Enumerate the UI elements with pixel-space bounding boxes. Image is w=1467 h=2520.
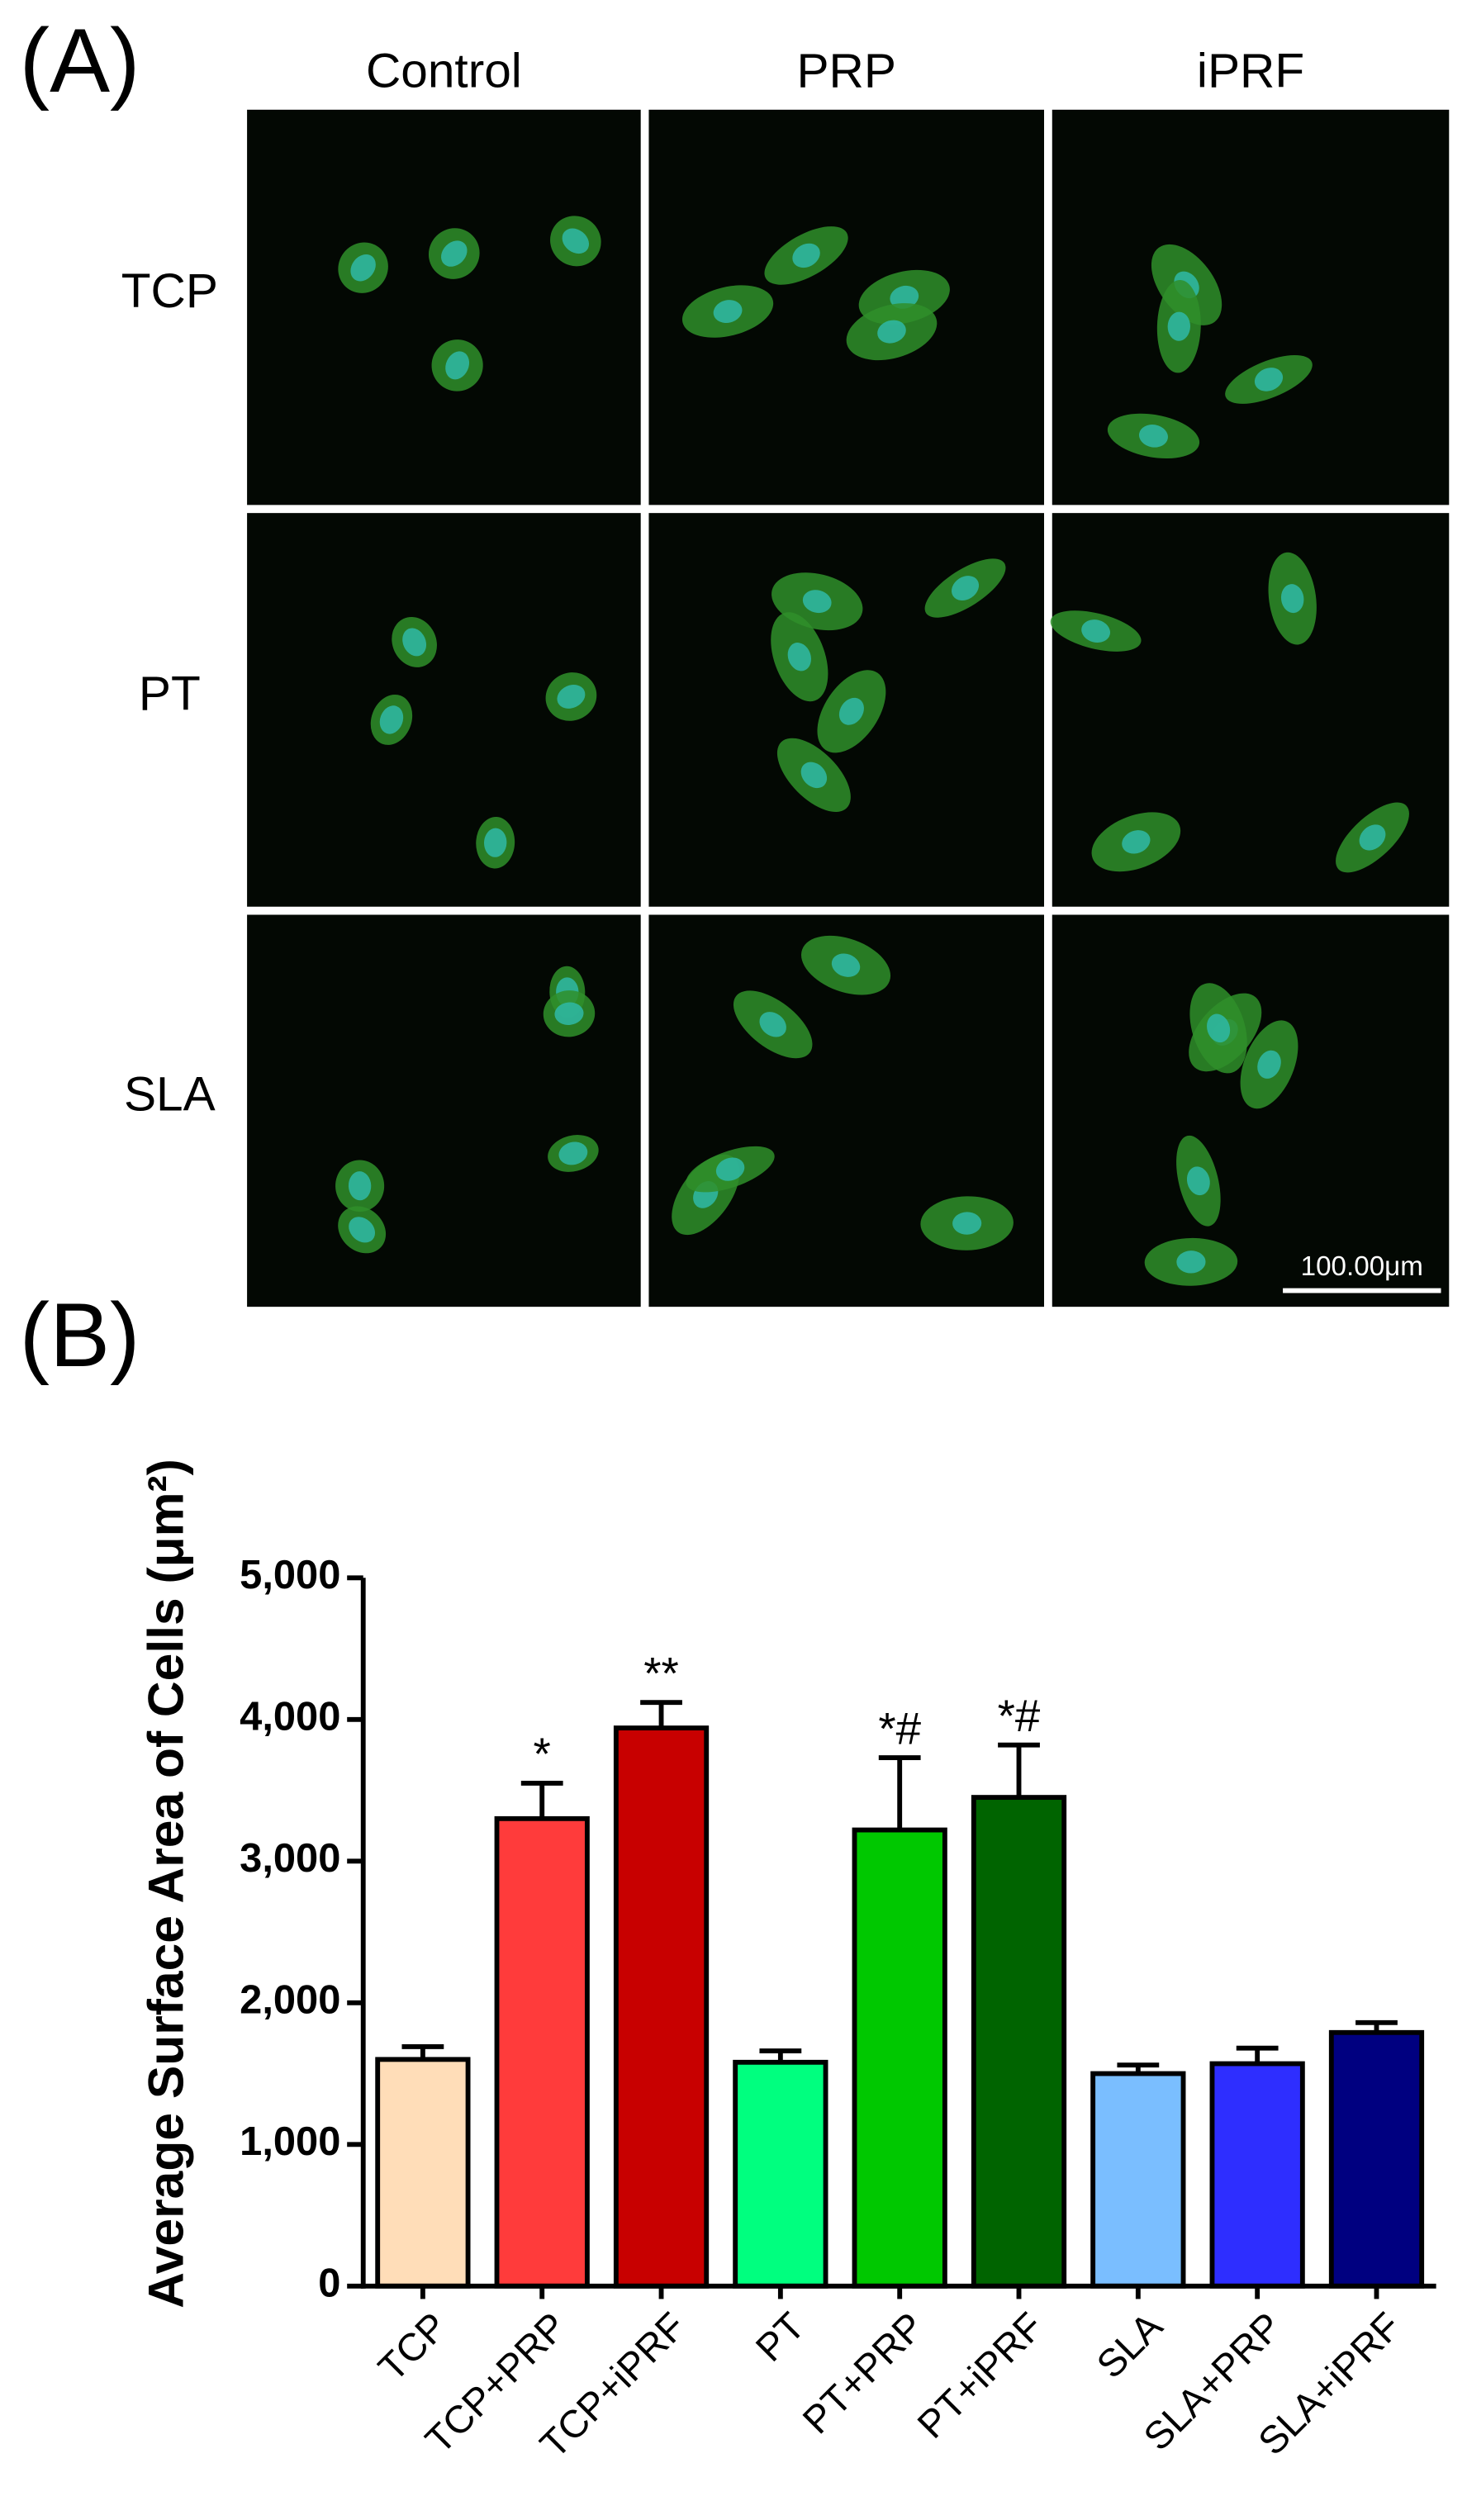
- cell-nucleus: [800, 762, 828, 789]
- bar: [1328, 2029, 1425, 2289]
- x-tick-label: SLA: [1089, 2304, 1171, 2386]
- micrograph: [247, 914, 641, 1307]
- cell-nucleus: [1167, 311, 1190, 341]
- cell-nucleus: [350, 254, 376, 282]
- cell-nucleus: [402, 628, 427, 657]
- cell-nucleus: [1186, 1166, 1210, 1196]
- y-axis-label: Average Surface Area of Cells (μm²): [137, 1459, 193, 2309]
- cell-nucleus: [445, 351, 470, 380]
- y-tick-label: 0: [318, 2261, 340, 2306]
- bar: [1209, 2061, 1305, 2289]
- cell-nucleus: [952, 1212, 982, 1235]
- micrograph: [247, 109, 641, 505]
- y-tick-label: 5,000: [240, 1553, 340, 1597]
- micrograph-grid: [247, 109, 1450, 1307]
- bar: [971, 1795, 1067, 2289]
- x-tick-label: TCP: [370, 2304, 455, 2389]
- cell-nucleus: [1122, 830, 1151, 854]
- cell-nucleus: [1257, 1050, 1281, 1079]
- cell-nucleus: [759, 1012, 786, 1037]
- y-tick-label: 3,000: [240, 1836, 340, 1881]
- significance-label: *#: [878, 1702, 921, 1754]
- cell-nucleus: [1280, 584, 1304, 614]
- bar: [494, 1815, 590, 2289]
- significance-label: *: [534, 1728, 551, 1779]
- cell-nucleus: [348, 1171, 372, 1201]
- cell-nucleus: [1138, 425, 1168, 448]
- y-tick-label: 2,000: [240, 1978, 340, 2023]
- cell-nucleus: [557, 685, 586, 709]
- x-tick-label: PT+PRP: [795, 2304, 933, 2442]
- significance-label: *#: [998, 1690, 1041, 1741]
- cell-nucleus: [554, 1002, 584, 1025]
- cell-nucleus: [379, 705, 404, 734]
- cell-nucleus: [792, 243, 820, 268]
- column-label: Control: [366, 44, 522, 97]
- micrograph: [1052, 914, 1450, 1307]
- cell-nucleus: [1359, 824, 1386, 851]
- cell-nucleus: [715, 1157, 745, 1181]
- x-tick-label: PT: [748, 2304, 813, 2370]
- column-label: PRP: [797, 44, 896, 97]
- bar: [852, 1827, 947, 2289]
- cell-nucleus: [562, 228, 590, 254]
- cell-nucleus: [558, 1141, 588, 1165]
- bar: [1090, 2071, 1186, 2289]
- cell-nucleus: [838, 697, 864, 725]
- significance-label: **: [643, 1647, 679, 1698]
- panel-label: (B): [20, 1285, 140, 1386]
- cell-nucleus: [1207, 1013, 1231, 1043]
- bar: [375, 2057, 471, 2289]
- y-tick-label: 4,000: [240, 1695, 340, 1739]
- cell-nucleus: [802, 590, 832, 614]
- row-label: TCP: [121, 264, 218, 318]
- cell-nucleus: [1081, 619, 1111, 643]
- cell-nucleus: [951, 576, 980, 600]
- cell-nucleus: [441, 240, 468, 267]
- cell-nucleus: [484, 828, 507, 857]
- column-label: iPRF: [1197, 44, 1304, 97]
- cell-nucleus: [1254, 368, 1284, 392]
- cell-nucleus: [787, 643, 811, 672]
- cell-nucleus: [831, 953, 861, 977]
- cell-nucleus: [890, 285, 919, 309]
- micrograph: [1052, 109, 1450, 505]
- row-label: SLA: [124, 1068, 216, 1122]
- cell-nucleus: [349, 1217, 376, 1243]
- bar: [733, 2059, 828, 2289]
- y-tick-label: 1,000: [240, 2119, 340, 2164]
- cell-nucleus: [877, 320, 906, 344]
- cell-nucleus: [1176, 1251, 1206, 1274]
- row-label: PT: [139, 667, 201, 720]
- cell-nucleus: [713, 300, 743, 323]
- bar: [613, 1725, 710, 2289]
- x-tick-label: PT+iPRF: [909, 2304, 1052, 2446]
- panel-label: (A): [20, 11, 140, 112]
- scale-bar-label: 100.00μm: [1301, 1251, 1423, 1282]
